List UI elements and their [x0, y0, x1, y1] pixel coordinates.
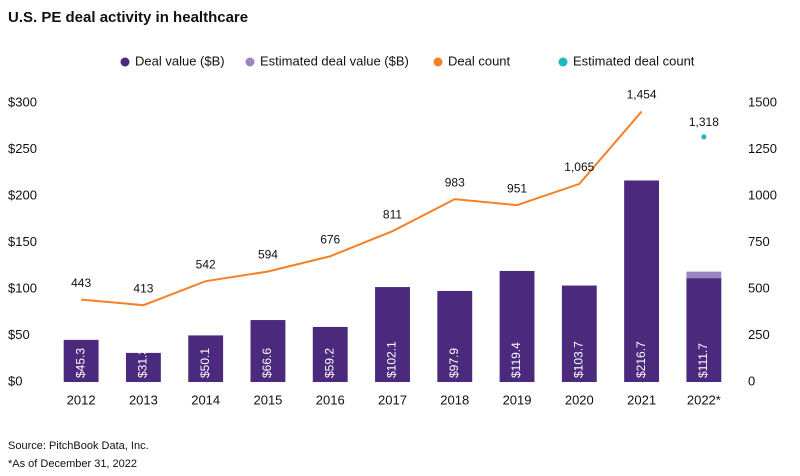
line	[81, 110, 643, 307]
x-tick-label: 2017	[378, 392, 407, 407]
y2-tick-label: 1250	[748, 141, 777, 156]
y-tick-label: $300	[8, 94, 37, 109]
bar	[686, 278, 722, 382]
y2-tick-label: 500	[748, 280, 770, 295]
x-tick-label: 2019	[503, 392, 532, 407]
x-tick-label: 2018	[440, 392, 469, 407]
data-label: 1,454	[627, 88, 657, 102]
legend-label: Estimated deal count	[573, 53, 695, 68]
x-tick-label: 2014	[191, 392, 220, 407]
x-tick-label: 2021	[627, 392, 656, 407]
x-tick-label: 2015	[253, 392, 282, 407]
bar-label: $50.1	[198, 348, 212, 378]
bar-label: $59.2	[322, 348, 336, 378]
y-tick-label: $200	[8, 187, 37, 202]
bar	[686, 271, 722, 279]
y-tick-label: $250	[8, 141, 37, 156]
bar	[188, 335, 224, 382]
bar-label: $31.3	[136, 348, 150, 378]
legend-label: Deal value ($B)	[135, 53, 225, 68]
bar-label: $103.7	[571, 341, 585, 378]
data-label: 413	[133, 281, 153, 295]
bar-label: $102.1	[385, 341, 399, 378]
y-tick-label: $100	[8, 280, 37, 295]
y-tick-label: $150	[8, 234, 37, 249]
legend-swatch	[558, 57, 568, 67]
y2-tick-label: 1500	[748, 94, 777, 109]
bar-label: $111.7	[696, 343, 710, 378]
data-label: 811	[383, 207, 402, 221]
legend-label: Estimated deal value ($B)	[260, 53, 409, 68]
y2-tick-label: 750	[748, 234, 770, 249]
data-label: 1,065	[564, 160, 594, 174]
y-tick-label: $50	[8, 327, 30, 342]
bar-label: $216.7	[634, 341, 648, 378]
bar	[125, 352, 161, 382]
bar	[624, 180, 660, 382]
point	[701, 134, 707, 140]
data-label: 1,318	[689, 115, 719, 129]
legend-swatch	[433, 57, 443, 67]
bar	[561, 285, 597, 382]
data-label: 594	[258, 248, 278, 262]
x-tick-label: 2012	[67, 392, 96, 407]
x-tick-label: 2016	[316, 392, 345, 407]
chart-title: U.S. PE deal activity in healthcare	[8, 9, 248, 26]
source-note: Source: PitchBook Data, Inc.	[8, 440, 149, 452]
bar	[312, 326, 348, 382]
bar-label: $97.9	[447, 348, 461, 378]
legend-swatch	[245, 57, 255, 67]
y2-tick-label: 250	[748, 327, 770, 342]
legend-label: Deal count	[448, 53, 511, 68]
x-tick-label: 2020	[565, 392, 594, 407]
data-label: 676	[320, 232, 340, 246]
x-tick-label: 2022*	[687, 392, 721, 407]
data-label: 951	[507, 181, 527, 195]
data-label: 443	[71, 276, 91, 290]
x-tick-label: 2013	[129, 392, 158, 407]
bar-label: $66.6	[260, 348, 274, 378]
data-label: 542	[196, 257, 216, 271]
footnote: *As of December 31, 2022	[8, 458, 137, 470]
y2-tick-label: 0	[748, 373, 755, 388]
data-label: 983	[445, 175, 465, 189]
y2-tick-label: 1000	[748, 187, 777, 202]
bar-label: $119.4	[509, 342, 523, 378]
bar	[499, 270, 535, 382]
bar	[437, 290, 473, 382]
bar	[250, 320, 286, 382]
legend-swatch	[120, 57, 130, 67]
y-tick-label: $0	[8, 373, 22, 388]
bar-label: $45.3	[73, 348, 87, 378]
bar	[63, 339, 99, 382]
bar	[375, 287, 410, 382]
